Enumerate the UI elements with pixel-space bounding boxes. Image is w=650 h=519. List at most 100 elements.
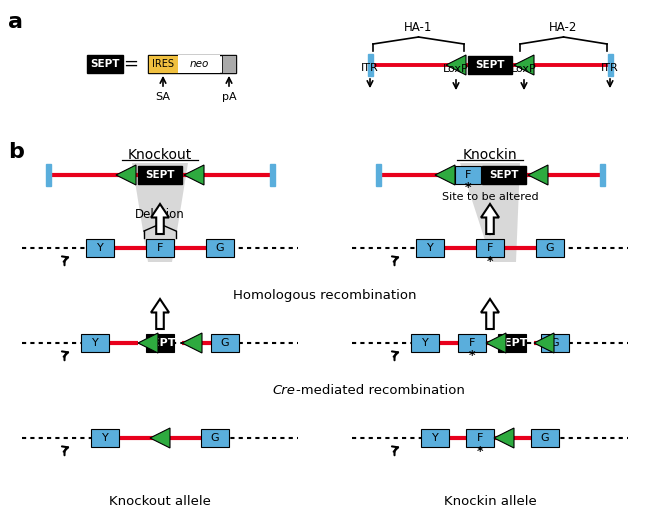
- Text: G: G: [546, 243, 554, 253]
- Bar: [421, 429, 449, 447]
- Text: SEPT: SEPT: [475, 60, 505, 70]
- Text: SEPT: SEPT: [90, 59, 120, 69]
- Text: Knockout allele: Knockout allele: [109, 495, 211, 508]
- Polygon shape: [151, 299, 169, 329]
- Polygon shape: [534, 333, 554, 353]
- Text: neo: neo: [189, 59, 209, 69]
- Text: Y: Y: [92, 338, 98, 348]
- Text: Knockin: Knockin: [463, 148, 517, 162]
- Text: G: G: [211, 433, 219, 443]
- Text: SEPT: SEPT: [144, 338, 176, 348]
- Text: F: F: [465, 170, 471, 180]
- Bar: [87, 55, 123, 73]
- Text: Homologous recombination: Homologous recombination: [233, 289, 417, 302]
- Polygon shape: [481, 204, 499, 234]
- Bar: [146, 239, 174, 257]
- Polygon shape: [132, 163, 188, 262]
- Text: *: *: [487, 254, 493, 267]
- Bar: [86, 239, 114, 257]
- Bar: [376, 164, 380, 186]
- Bar: [148, 55, 178, 73]
- Text: Y: Y: [426, 243, 434, 253]
- Text: SA: SA: [155, 92, 170, 102]
- Text: pA: pA: [222, 92, 237, 102]
- Bar: [608, 54, 612, 76]
- Text: HA-2: HA-2: [549, 21, 578, 34]
- Bar: [476, 239, 504, 257]
- Bar: [531, 429, 559, 447]
- Text: G: G: [541, 433, 549, 443]
- Text: a: a: [8, 12, 23, 32]
- Bar: [270, 164, 274, 186]
- Text: Y: Y: [422, 338, 428, 348]
- Text: F: F: [477, 433, 483, 443]
- Text: b: b: [8, 142, 24, 162]
- Text: *: *: [465, 182, 471, 195]
- Text: Y: Y: [432, 433, 438, 443]
- Bar: [458, 334, 486, 352]
- Text: F: F: [157, 243, 163, 253]
- Polygon shape: [446, 55, 466, 75]
- Text: -mediated recombination: -mediated recombination: [296, 384, 465, 397]
- Text: HA-1: HA-1: [404, 21, 433, 34]
- Text: G: G: [216, 243, 224, 253]
- Bar: [148, 55, 236, 73]
- Text: ITR: ITR: [361, 63, 379, 73]
- Bar: [222, 55, 236, 73]
- Bar: [541, 334, 569, 352]
- Text: ITR: ITR: [601, 63, 619, 73]
- Polygon shape: [494, 428, 514, 448]
- Bar: [482, 166, 526, 184]
- Polygon shape: [528, 165, 548, 185]
- Bar: [367, 54, 372, 76]
- Text: SEPT: SEPT: [145, 170, 175, 180]
- Text: Site to be altered: Site to be altered: [442, 192, 538, 202]
- Text: F: F: [469, 338, 475, 348]
- Polygon shape: [151, 204, 169, 234]
- Bar: [178, 55, 220, 73]
- Text: IRES: IRES: [152, 59, 174, 69]
- Text: *: *: [476, 444, 483, 458]
- Text: Cre: Cre: [272, 384, 295, 397]
- Text: Y: Y: [97, 243, 103, 253]
- Polygon shape: [514, 55, 534, 75]
- Bar: [201, 429, 229, 447]
- Polygon shape: [116, 165, 136, 185]
- Text: Knockout: Knockout: [128, 148, 192, 162]
- Bar: [211, 334, 239, 352]
- Text: G: G: [551, 338, 559, 348]
- Bar: [498, 334, 526, 352]
- Polygon shape: [435, 165, 455, 185]
- Polygon shape: [182, 333, 202, 353]
- Polygon shape: [481, 299, 499, 329]
- Bar: [536, 239, 564, 257]
- Bar: [455, 166, 481, 184]
- Text: LoxP: LoxP: [443, 64, 469, 74]
- Text: G: G: [221, 338, 229, 348]
- Text: SEPT: SEPT: [496, 338, 528, 348]
- Polygon shape: [150, 428, 170, 448]
- Polygon shape: [460, 163, 520, 262]
- Polygon shape: [138, 333, 158, 353]
- Bar: [146, 334, 174, 352]
- Polygon shape: [184, 165, 204, 185]
- Bar: [206, 239, 234, 257]
- Text: Knockin allele: Knockin allele: [443, 495, 536, 508]
- Text: F: F: [487, 243, 493, 253]
- Bar: [599, 164, 605, 186]
- Bar: [46, 164, 51, 186]
- Bar: [466, 429, 494, 447]
- Text: LoxP: LoxP: [511, 64, 537, 74]
- Text: SEPT: SEPT: [489, 170, 519, 180]
- Polygon shape: [486, 333, 506, 353]
- Text: *: *: [469, 349, 475, 362]
- Text: Deletion: Deletion: [135, 208, 185, 221]
- Text: =: =: [124, 55, 138, 73]
- Bar: [81, 334, 109, 352]
- Bar: [138, 166, 182, 184]
- Bar: [468, 56, 512, 74]
- Text: Y: Y: [101, 433, 109, 443]
- Bar: [411, 334, 439, 352]
- Bar: [91, 429, 119, 447]
- Bar: [416, 239, 444, 257]
